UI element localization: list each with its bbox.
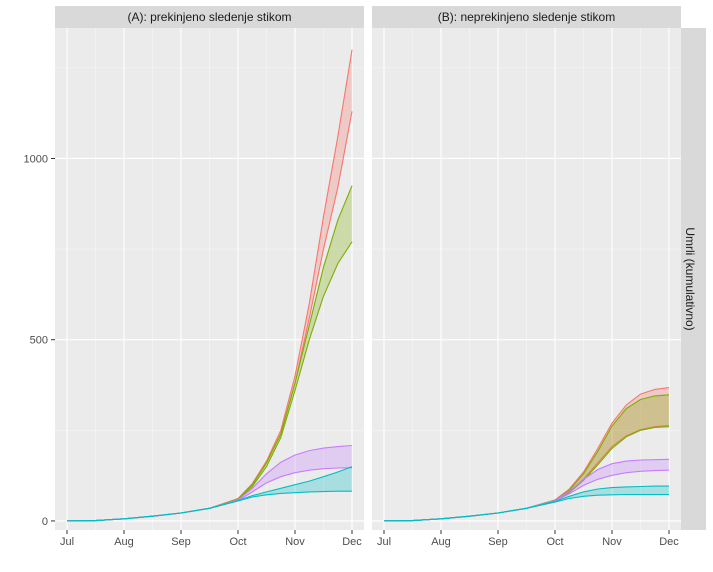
y-tick-label: 1000 [24,153,48,165]
y-tick-label: 500 [30,335,48,347]
x-tick-label: Jul [377,536,391,548]
series-lower-line-4 [66,490,352,522]
x-tick-label: Oct [229,536,246,548]
strip-background [55,6,364,28]
series-band-3 [67,445,352,521]
x-tick-label: Oct [546,536,563,548]
series-lower-line-4 [383,493,669,522]
panel-title: (A): prekinjeno sledenje stikom [127,10,291,24]
y-strip-background [681,28,706,530]
y-tick-label: 0 [42,516,48,528]
x-tick-label: Dec [342,536,362,548]
y-axis-label: Umrli (kumulativno) [683,227,697,330]
panel-b: (B): neprekinjeno sledenje stikom Jul Aug S… [372,6,681,548]
x-tick-label: Jul [60,536,74,548]
x-tick-label: Aug [431,536,451,548]
series-band-2 [384,394,669,521]
panel-title: (B): neprekinjeno sledenje stikom [438,10,615,24]
x-tick-label: Nov [285,536,305,548]
y-axis-strip: Umrli (kumulativno) [681,28,706,530]
strip-background [372,6,681,28]
x-tick-label: Aug [114,536,134,548]
panels-layer: (A): prekinjeno sledenje stikom Jul Aug Sep… [24,6,681,548]
series-band-1 [384,387,669,521]
x-tick-label: Nov [602,536,622,548]
x-tick-label: Dec [659,536,679,548]
panel-a: (A): prekinjeno sledenje stikom Jul Aug Sep… [24,6,364,548]
series-band-3 [384,459,669,521]
x-tick-label: Sep [488,536,508,548]
x-tick-label: Sep [171,536,191,548]
